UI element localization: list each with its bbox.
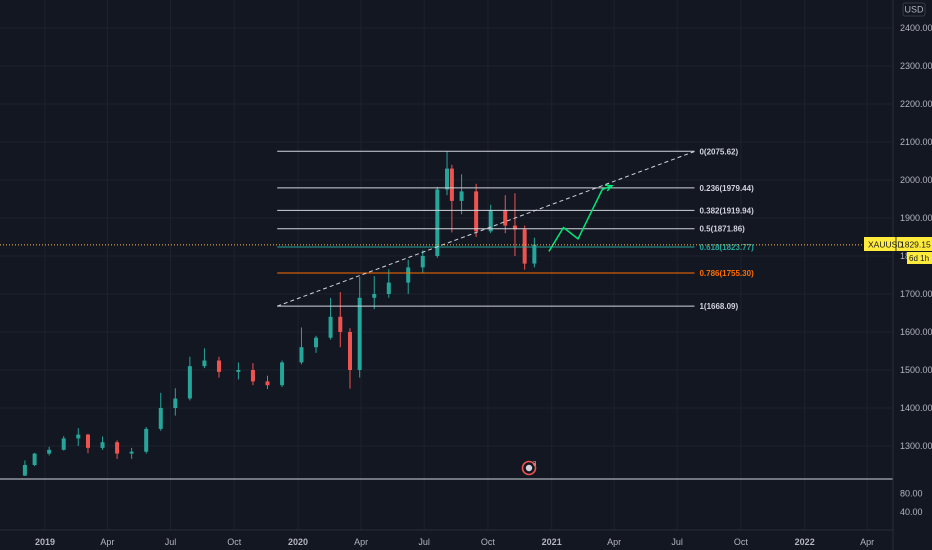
price-axis[interactable]: 2400.00 2300.00 2200.00 2100.00 2000.00 1900.…: [900, 23, 932, 451]
candle-body: [115, 442, 120, 454]
candle-body: [187, 366, 192, 399]
candle-body: [144, 428, 149, 452]
fib-level-label: 0.618(1823.77): [699, 243, 754, 252]
candle-body: [85, 434, 90, 448]
alert-icon: [525, 464, 533, 472]
time-axis[interactable]: 2019 Apr Jul Oct 2020 Apr Jul Oct 2021 Apr Jul Oct 2…: [35, 537, 874, 547]
countdown-label: 6d 1h: [909, 254, 929, 263]
candle-body: [386, 282, 391, 294]
indicator-badge[interactable]: 3: [521, 460, 538, 476]
candle-body: [250, 370, 255, 382]
candle-body: [328, 316, 333, 338]
projection-path[interactable]: [548, 185, 613, 252]
candle-body: [449, 168, 454, 201]
candle-body: [76, 434, 81, 439]
candle-body: [32, 453, 37, 465]
fib-level-label: 0.382(1919.94): [699, 206, 754, 215]
candle-body: [406, 267, 411, 283]
candle-body: [202, 360, 207, 367]
candle-body: [357, 297, 362, 370]
price-tick-label: 1500.00: [900, 365, 932, 375]
symbol-label: XAUUSD: [868, 240, 903, 250]
candle-body: [347, 332, 352, 370]
time-tick-label: 2022: [795, 537, 815, 547]
candle-body: [47, 449, 52, 454]
candle-body: [158, 408, 163, 429]
time-tick-label: Apr: [607, 537, 621, 547]
indicator-tick-label: 40.00: [900, 507, 923, 517]
price-tag[interactable]: XAUUSD 1829.15 6d 1h: [864, 237, 932, 264]
candle-body: [512, 225, 517, 230]
projection-arrow-layer[interactable]: [548, 184, 614, 252]
candle-body: [338, 316, 343, 332]
candle-body: [61, 438, 66, 450]
price-tick-label: 1900.00: [900, 213, 932, 223]
price-tick-label: 2400.00: [900, 23, 932, 33]
time-tick-label: 2021: [542, 537, 562, 547]
fibonacci-retracement[interactable]: 0(2075.62) 0.236(1979.44) 0.382(1919.94) 0.…: [277, 147, 754, 311]
currency-label: USD: [904, 5, 924, 15]
time-tick-label: Apr: [860, 537, 874, 547]
main-price-pane[interactable]: 0(2075.62) 0.236(1979.44) 0.382(1919.94) 0.…: [0, 0, 893, 530]
candle-body: [22, 465, 27, 476]
time-tick-label: Jul: [418, 537, 430, 547]
price-tick-label: 2200.00: [900, 99, 932, 109]
countdown-box: [907, 252, 932, 264]
candle-body: [488, 210, 493, 232]
price-tick-label: 2300.00: [900, 61, 932, 71]
fib-level-label: 0.5(1871.86): [699, 225, 745, 234]
projection-arrowhead: [604, 184, 614, 192]
fib-level-label: 0.236(1979.44): [699, 184, 754, 193]
time-tick-label: Jul: [671, 537, 683, 547]
indicator-tick-label: 80.00: [900, 488, 923, 498]
price-tick-label: 2100.00: [900, 137, 932, 147]
indicator-axis[interactable]: 80.00 40.00: [900, 488, 923, 517]
badge-count: 3: [533, 462, 537, 468]
price-label: 1829.15: [900, 240, 931, 250]
price-tick-label: 1300.00: [900, 441, 932, 451]
price-tick-label: 1700.00: [900, 289, 932, 299]
fib-level-label: 0(2075.62): [699, 147, 738, 156]
time-tick-label: Oct: [227, 537, 242, 547]
price-tick-label: 1600.00: [900, 327, 932, 337]
candle-body: [216, 360, 221, 372]
time-tick-label: Oct: [481, 537, 496, 547]
symbol-price-box: [864, 237, 932, 251]
time-tick-label: Jul: [165, 537, 177, 547]
candle-body: [420, 256, 425, 268]
candle-body: [100, 442, 105, 448]
candle-body: [314, 337, 319, 348]
time-tick-label: 2020: [288, 537, 308, 547]
candle-body: [129, 451, 134, 454]
fib-level-label: 0.786(1755.30): [699, 269, 754, 278]
candle-body: [459, 191, 464, 201]
candle-body: [265, 381, 270, 386]
candle-body: [435, 189, 440, 256]
candle-body: [532, 244, 537, 264]
time-tick-label: Apr: [100, 537, 114, 547]
candle-body: [445, 168, 450, 190]
candle-body: [236, 370, 241, 372]
fib-level-label: 1(1668.09): [699, 302, 738, 311]
time-tick-label: 2019: [35, 537, 55, 547]
currency-label-box[interactable]: USD: [902, 2, 926, 17]
price-tick-label: 2000.00: [900, 175, 932, 185]
candle-body: [299, 347, 304, 363]
candle-body: [372, 294, 377, 298]
time-tick-label: Apr: [354, 537, 368, 547]
candle-body: [280, 362, 285, 386]
currency-label-border: [902, 2, 926, 17]
candle-body: [173, 398, 178, 408]
candle-body: [474, 191, 479, 232]
time-tick-label: Oct: [734, 537, 749, 547]
price-tick-label: 1400.00: [900, 403, 932, 413]
candles-layer: [0, 0, 893, 530]
candle-body: [503, 210, 508, 226]
